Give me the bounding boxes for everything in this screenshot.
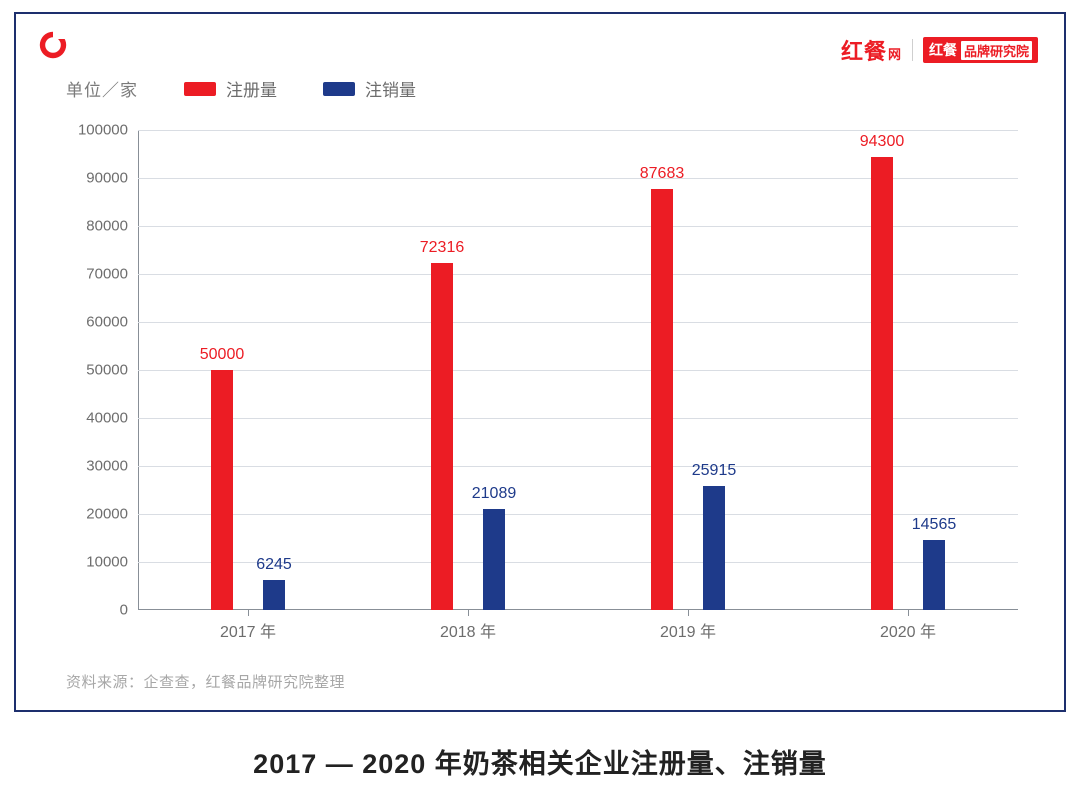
bar [703, 486, 725, 610]
brand-b-left: 红餐 [929, 40, 957, 60]
y-tick-label: 70000 [86, 266, 128, 283]
brand-a-cn: 红餐 [841, 34, 887, 66]
bar [431, 263, 453, 610]
chart-caption: 2017 — 2020 年奶茶相关企业注册量、注销量 [0, 742, 1080, 781]
brand-wrap: 红餐网 红餐 品牌研究院 [841, 34, 1038, 66]
x-tick-mark [468, 610, 469, 616]
brand-b-right: 品牌研究院 [961, 41, 1032, 60]
legend: 单位／家 注册量 注销量 [66, 76, 416, 101]
brand-logo-a: 红餐网 [841, 34, 902, 66]
legend-label-registered: 注册量 [226, 76, 277, 101]
x-tick-label: 2019 年 [660, 618, 716, 642]
x-tick-mark [688, 610, 689, 616]
legend-item-deregistered: 注销量 [323, 76, 416, 101]
bar [211, 370, 233, 610]
bar [483, 509, 505, 610]
legend-chip-deregistered [323, 82, 355, 96]
y-tick-label: 10000 [86, 554, 128, 571]
corner-logo-icon [38, 30, 68, 60]
x-tick-mark [248, 610, 249, 616]
brand-divider [912, 39, 913, 61]
x-tick-mark [908, 610, 909, 616]
brand-a-en: 网 [888, 44, 902, 63]
x-tick-label: 2017 年 [220, 618, 276, 642]
bar [871, 157, 893, 610]
grid-line [138, 130, 1018, 131]
chart-frame: 红餐网 红餐 品牌研究院 单位／家 注册量 注销量 010000200 [14, 12, 1066, 712]
y-tick-label: 40000 [86, 410, 128, 427]
y-tick-label: 20000 [86, 506, 128, 523]
y-tick-label: 50000 [86, 362, 128, 379]
chart: 0 10000 20000 30000 40000 50000 60000 70000 8000… [66, 116, 1036, 656]
bar [923, 540, 945, 610]
legend-label-deregistered: 注销量 [365, 76, 416, 101]
y-tick-label: 0 [120, 602, 128, 619]
bar-value-label: 50000 [200, 346, 245, 364]
x-tick-label: 2018 年 [440, 618, 496, 642]
legend-chip-registered [184, 82, 216, 96]
bar [263, 580, 285, 610]
y-tick-label: 90000 [86, 170, 128, 187]
bar [651, 189, 673, 610]
legend-unit-label: 单位／家 [66, 76, 138, 101]
legend-item-registered: 注册量 [184, 76, 277, 101]
brand-logo-b: 红餐 品牌研究院 [923, 37, 1038, 63]
y-tick-label: 80000 [86, 218, 128, 235]
source-text: 资料来源：企查查，红餐品牌研究院整理 [66, 671, 345, 692]
bar-value-label: 25915 [692, 462, 737, 480]
bar-value-label: 87683 [640, 165, 685, 183]
bar-value-label: 21089 [472, 485, 517, 503]
y-tick-label: 30000 [86, 458, 128, 475]
plot-area: 0100002000030000400005000060000700008000… [138, 130, 1018, 610]
bar-value-label: 94300 [860, 133, 905, 151]
bar-value-label: 72316 [420, 239, 465, 257]
bar-value-label: 14565 [912, 516, 957, 534]
x-tick-label: 2020 年 [880, 618, 936, 642]
y-tick-label: 100000 [78, 122, 128, 139]
y-tick-label: 60000 [86, 314, 128, 331]
page: 红餐网 红餐 品牌研究院 单位／家 注册量 注销量 010000200 [0, 0, 1080, 795]
bar-value-label: 6245 [256, 556, 292, 574]
